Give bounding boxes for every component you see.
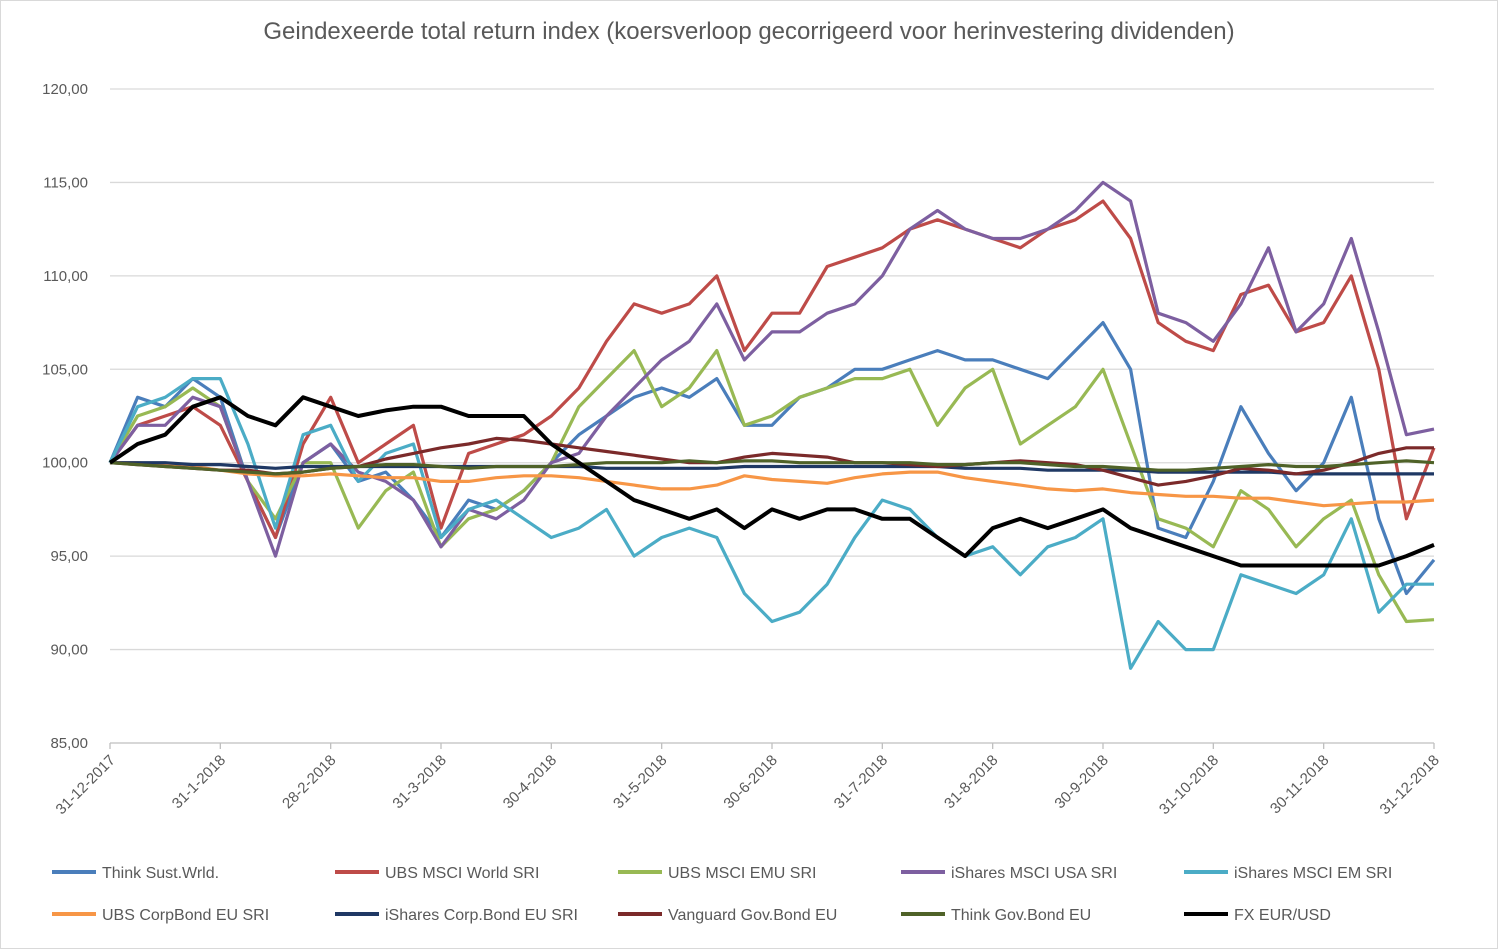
y-tick-label: 110,00	[43, 268, 88, 285]
y-tick-label: 95,00	[50, 548, 88, 565]
y-tick-label: 90,00	[50, 642, 88, 659]
legend-label: FX EUR/USD	[1234, 907, 1331, 924]
legend-label: iShares Corp.Bond EU SRI	[385, 907, 578, 924]
legend-label: iShares MSCI EM SRI	[1234, 865, 1392, 882]
x-tick-label: 30-11-2018	[1267, 752, 1332, 817]
y-tick-label: 85,00	[50, 735, 88, 752]
y-tick-label: 115,00	[43, 174, 88, 191]
series-line	[108, 180, 1435, 558]
grid-lines	[110, 88, 1434, 651]
legend-label: iShares MSCI USA SRI	[951, 865, 1117, 882]
series-line	[110, 461, 1434, 476]
legend-label: UBS MSCI World SRI	[385, 865, 539, 882]
x-tick-label: 30-9-2018	[1051, 752, 1111, 812]
series-line	[109, 459, 1435, 476]
legend-label: Think Sust.Wrld.	[102, 865, 219, 882]
x-axis: 31-12-2017 31-1-2018 28-2-2018 31-3-2018 30-…	[53, 742, 1443, 818]
chart-title: Geindexeerde total return index (koersve…	[263, 18, 1235, 45]
legend-label: Think Gov.Bond EU	[951, 907, 1091, 924]
x-tick-label: 31-1-2018	[169, 752, 229, 812]
y-axis-ticks: 85,00 90,00 95,00 100,00 105,00 110,00 115,00 1…	[42, 81, 88, 752]
x-tick-label: 31-10-2018	[1156, 752, 1222, 818]
legend-label: Vanguard Gov.Bond EU	[668, 907, 837, 924]
y-tick-label: 100,00	[42, 455, 88, 472]
y-tick-label: 120,00	[42, 81, 88, 98]
series-line	[108, 377, 1434, 670]
x-tick-label: 30-4-2018	[500, 752, 560, 812]
legend: Think Sust.Wrld. UBS MSCI World SRI UBS MS…	[52, 865, 1392, 924]
series-line	[108, 349, 1435, 624]
x-tick-label: 28-2-2018	[279, 752, 339, 812]
y-tick-label: 105,00	[42, 361, 88, 378]
series-line	[108, 395, 1435, 568]
legend-label: UBS MSCI EMU SRI	[668, 865, 816, 882]
x-tick-label: 31-12-2017	[53, 752, 119, 818]
x-tick-label: 31-5-2018	[610, 752, 670, 812]
x-tick-label: 31-8-2018	[941, 752, 1001, 812]
x-tick-label: 31-7-2018	[831, 752, 891, 812]
x-tick-label: 31-3-2018	[389, 752, 449, 812]
series-lines	[108, 180, 1436, 670]
series-line	[110, 461, 1435, 508]
series-line	[108, 199, 1436, 540]
x-tick-label: 31-12-2018	[1377, 752, 1443, 818]
x-tick-label: 30-6-2018	[720, 752, 780, 812]
legend-label: UBS CorpBond EU SRI	[102, 907, 269, 924]
